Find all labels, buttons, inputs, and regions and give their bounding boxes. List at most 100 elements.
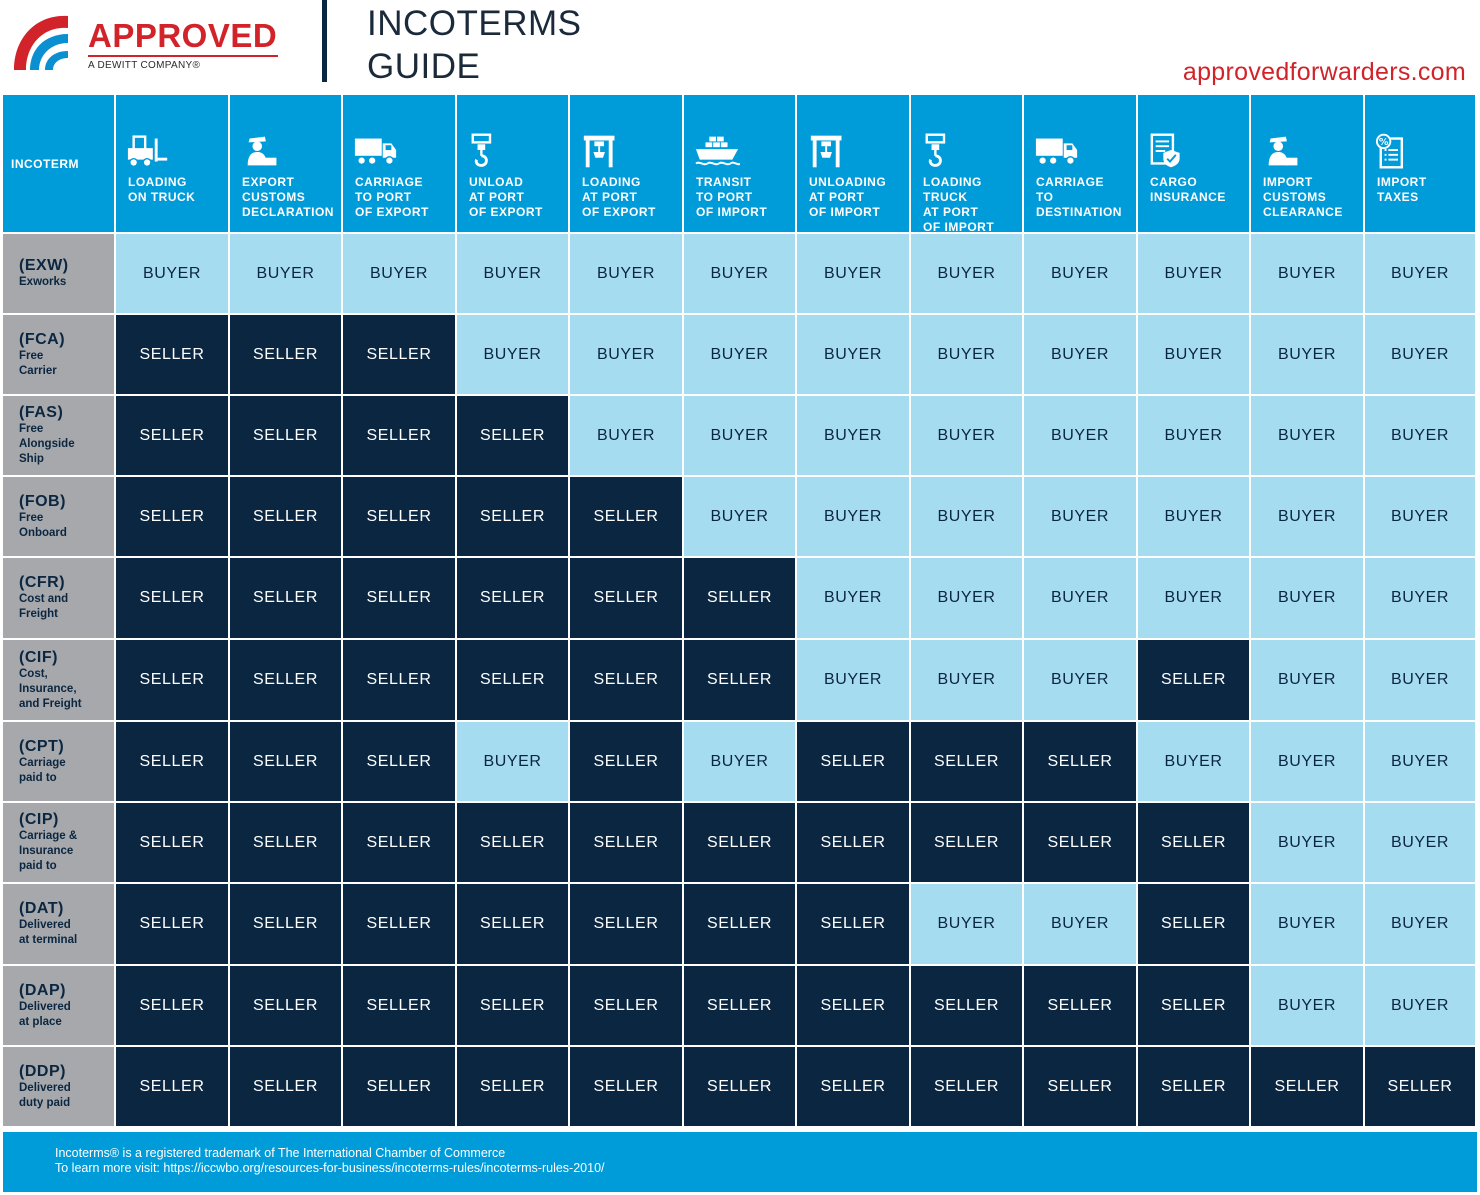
column-header-label-line: ON TRUCK <box>128 190 196 204</box>
incoterm-name: Alongside <box>19 438 75 450</box>
column-header-label-line: OF IMPORT <box>923 220 995 234</box>
column-header-label-line: AT PORT <box>923 205 979 219</box>
responsibility-cell: BUYER <box>684 315 795 394</box>
column-header-label-line: IMPORT <box>1377 175 1427 189</box>
incoterm-name: duty paid <box>19 1096 71 1109</box>
tax-document-icon: % <box>1375 133 1404 169</box>
responsibility-cell: SELLER <box>116 1047 228 1126</box>
incoterm-label: (DAT) Delivered at terminal <box>3 884 114 964</box>
responsibility-cell: SELLER <box>457 477 568 556</box>
incoterm-name: Carriage <box>19 756 66 769</box>
responsibility-cell: SELLER <box>116 884 228 964</box>
incoterm-code: (CPT) <box>19 737 65 755</box>
incoterm-code: (CIF) <box>19 648 58 666</box>
responsibility-cell: SELLER <box>116 558 228 638</box>
column-header-label-line: TO PORT <box>696 190 753 204</box>
customs-officer-icon <box>1268 136 1298 166</box>
responsibility-cell: BUYER <box>911 396 1022 475</box>
incoterm-column-header: INCOTERM <box>3 95 114 232</box>
responsibility-cell: SELLER <box>457 396 568 475</box>
responsibility-cell: BUYER <box>684 396 795 475</box>
responsibility-cell: BUYER <box>1365 884 1475 964</box>
column-header-label: IMPORT CUSTOMS CLEARANCE <box>1263 175 1343 220</box>
responsibility-cell: SELLER <box>570 640 682 720</box>
responsibility-cell: BUYER <box>684 234 795 313</box>
column-header-label: LOADING ON TRUCK <box>128 175 195 205</box>
incoterm-label: (EXW) Exworks <box>3 234 114 313</box>
responsibility-cell: SELLER <box>343 396 455 475</box>
responsibility-cell: SELLER <box>797 884 909 964</box>
column-header-label: IMPORT TAXES <box>1377 175 1427 205</box>
responsibility-cell: SELLER <box>457 558 568 638</box>
responsibility-cell: BUYER <box>797 558 909 638</box>
footer-learn-more[interactable]: To learn more visit: https://iccwbo.org/… <box>55 1161 605 1175</box>
responsibility-cell: SELLER <box>457 1047 568 1126</box>
responsibility-cell: SELLER <box>1138 640 1249 720</box>
column-header-label: LOADING TRUCK AT PORT OF IMPORT <box>923 175 1022 235</box>
responsibility-cell: BUYER <box>1024 396 1136 475</box>
responsibility-cell: BUYER <box>1365 234 1475 313</box>
responsibility-cell: SELLER <box>343 803 455 882</box>
footer-trademark: Incoterms® is a registered trademark of … <box>55 1146 506 1160</box>
column-header-label-line: AT PORT <box>809 190 865 204</box>
responsibility-cell: BUYER <box>1024 477 1136 556</box>
responsibility-cell: BUYER <box>1251 722 1363 801</box>
incoterm-label: (FAS) Free Alongside Ship <box>3 396 114 475</box>
responsibility-cell: SELLER <box>230 966 341 1045</box>
responsibility-cell: SELLER <box>1138 884 1249 964</box>
column-header-label-line: AT PORT <box>469 190 525 204</box>
responsibility-cell: BUYER <box>797 640 909 720</box>
column-header: EXPORT CUSTOMS DECLARATION <box>230 95 341 232</box>
responsibility-cell: SELLER <box>570 722 682 801</box>
responsibility-cell: SELLER <box>116 477 228 556</box>
responsibility-cell: SELLER <box>457 966 568 1045</box>
column-header: CARRIAGE TO PORT OF EXPORT <box>343 95 455 232</box>
responsibility-cell: BUYER <box>797 315 909 394</box>
column-header: UNLOAD AT PORT OF EXPORT <box>457 95 568 232</box>
responsibility-cell: BUYER <box>1024 234 1136 313</box>
column-header: UNLOADING AT PORT OF IMPORT <box>797 95 909 232</box>
website-link[interactable]: approvedforwarders.com <box>1182 58 1466 86</box>
responsibility-cell: BUYER <box>1138 315 1249 394</box>
column-header: LOADING TRUCK AT PORT OF IMPORT <box>911 95 1022 235</box>
responsibility-cell: SELLER <box>684 803 795 882</box>
incoterm-label: (CFR) Cost and Freight <box>3 558 114 638</box>
responsibility-cell: BUYER <box>1365 315 1475 394</box>
column-header-label: CARRIAGE TO DESTINATION <box>1036 175 1122 220</box>
responsibility-cell: SELLER <box>911 1047 1022 1126</box>
responsibility-cell: BUYER <box>1251 966 1363 1045</box>
responsibility-cell: SELLER <box>116 315 228 394</box>
incoterm-label: (CIP) Carriage & Insurance paid to <box>3 803 114 882</box>
column-header: % IMPORT TAXES <box>1365 95 1475 232</box>
incoterm-name: paid to <box>19 771 57 784</box>
responsibility-cell: BUYER <box>457 722 568 801</box>
column-header-label: CARGO INSURANCE <box>1150 175 1226 205</box>
responsibility-cell: BUYER <box>1138 722 1249 801</box>
column-header-label: CARRIAGE TO PORT OF EXPORT <box>355 175 429 220</box>
column-header-label-line: IMPORT <box>1263 175 1313 189</box>
responsibility-cell: SELLER <box>230 558 341 638</box>
column-header-label-line: INSURANCE <box>1150 190 1226 204</box>
column-header-label: EXPORT CUSTOMS DECLARATION <box>242 175 334 220</box>
column-header-label-line: OF EXPORT <box>582 205 656 219</box>
column-header-label-line: OF EXPORT <box>469 205 543 219</box>
footer: Incoterms® is a registered trademark of … <box>3 1132 1477 1192</box>
responsibility-cell: SELLER <box>230 640 341 720</box>
responsibility-cell: SELLER <box>684 1047 795 1126</box>
incoterm-name: Insurance, <box>19 682 77 695</box>
column-header-label-line: DESTINATION <box>1036 205 1122 219</box>
responsibility-cell: BUYER <box>457 234 568 313</box>
responsibility-cell: BUYER <box>1365 477 1475 556</box>
incoterm-label: (FOB) Free Onboard <box>3 477 114 556</box>
customs-officer-icon <box>247 136 277 166</box>
responsibility-cell: BUYER <box>570 315 682 394</box>
incoterm-name: paid to <box>19 860 57 872</box>
cargo-ship-icon <box>695 136 740 166</box>
responsibility-cell: SELLER <box>457 803 568 882</box>
column-header-label-line: CUSTOMS <box>242 190 306 204</box>
responsibility-cell: BUYER <box>911 234 1022 313</box>
responsibility-cell: BUYER <box>911 884 1022 964</box>
responsibility-cell: BUYER <box>1365 722 1475 801</box>
incoterm-label: (CPT) Carriage paid to <box>3 722 114 801</box>
gantry-crane-icon <box>583 135 615 168</box>
